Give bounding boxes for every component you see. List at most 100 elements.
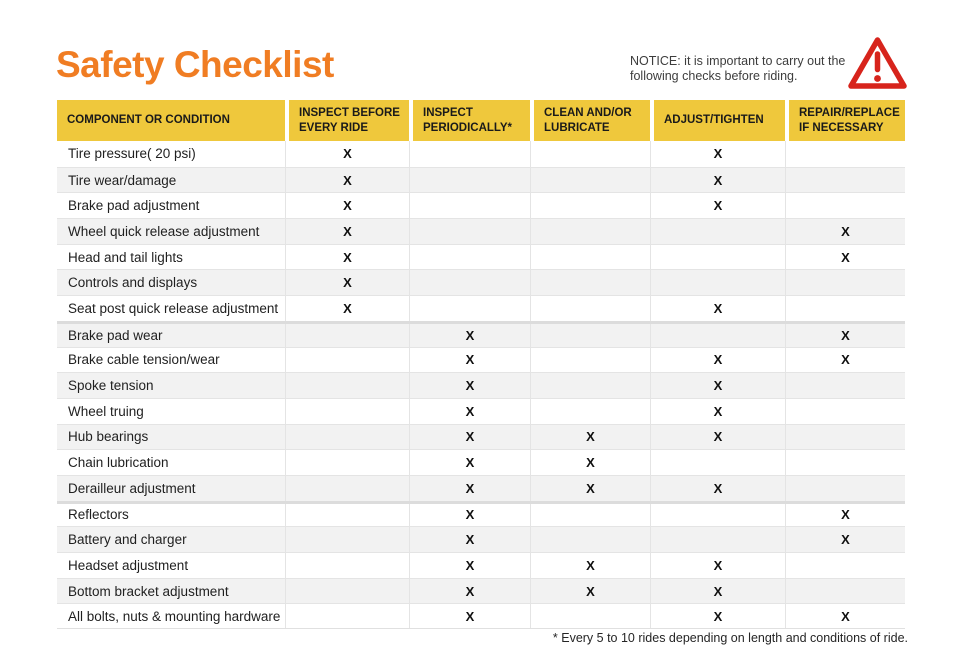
mark-cell-repair-replace [785, 424, 905, 450]
warning-triangle-icon [848, 37, 907, 89]
mark-cell-inspect-before [285, 578, 409, 604]
mark-cell-inspect-before [285, 527, 409, 552]
column-header-1: INSPECT BEFORE EVERY RIDE [285, 100, 409, 141]
mark-cell-inspect-periodically [409, 193, 530, 219]
table-row: Wheel quick release adjustment X X [57, 218, 905, 244]
mark-cell-clean-lubricate [530, 193, 650, 219]
mark-cell-inspect-periodically [409, 167, 530, 193]
table-row: Wheel truing X X [57, 397, 905, 424]
mark-cell-repair-replace [785, 141, 905, 167]
mark-cell-repair-replace: X [785, 347, 905, 373]
mark-cell-inspect-periodically: X [409, 578, 530, 604]
mark-cell-clean-lubricate: X [530, 475, 650, 501]
column-header-3: CLEAN AND/OR LUBRICATE [530, 100, 650, 141]
mark-cell-adjust-tighten: X [650, 167, 785, 193]
mark-cell-inspect-periodically: X [409, 373, 530, 398]
mark-cell-inspect-before [285, 450, 409, 475]
mark-cell-adjust-tighten: X [650, 347, 785, 373]
mark-cell-clean-lubricate [530, 347, 650, 373]
mark-cell-inspect-periodically: X [409, 323, 530, 347]
mark-cell-adjust-tighten: X [650, 604, 785, 629]
mark-cell-adjust-tighten [650, 450, 785, 475]
table-row: Brake pad adjustment X X [57, 192, 905, 219]
mark-cell-clean-lubricate [530, 244, 650, 270]
mark-cell-inspect-before [285, 347, 409, 373]
mark-cell-repair-replace [785, 373, 905, 398]
mark-cell-clean-lubricate [530, 604, 650, 629]
mark-cell-repair-replace [785, 475, 905, 501]
component-cell: Brake pad adjustment [68, 198, 200, 214]
component-cell: Tire pressure( 20 psi) [68, 146, 196, 162]
component-cell: Wheel quick release adjustment [68, 223, 260, 239]
mark-cell-repair-replace: X [785, 244, 905, 270]
mark-cell-adjust-tighten [650, 219, 785, 244]
component-cell: Hub bearings [68, 429, 149, 445]
mark-cell-adjust-tighten: X [650, 475, 785, 501]
mark-cell-repair-replace [785, 193, 905, 219]
mark-cell-inspect-before [285, 424, 409, 450]
mark-cell-adjust-tighten: X [650, 296, 785, 321]
column-header-4: ADJUST/TIGHTEN [650, 100, 785, 141]
table-header-row: COMPONENT OR CONDITION INSPECT BEFORE EVE… [57, 100, 905, 141]
mark-cell-clean-lubricate [530, 398, 650, 424]
table-row: Battery and charger X X [57, 526, 905, 552]
mark-cell-clean-lubricate [530, 141, 650, 167]
mark-cell-inspect-periodically [409, 270, 530, 296]
mark-cell-clean-lubricate [530, 296, 650, 321]
notice-text: NOTICE: it is important to carry out the… [630, 54, 845, 83]
table-row: Chain lubrication X X [57, 449, 905, 475]
mark-cell-adjust-tighten [650, 323, 785, 347]
mark-cell-inspect-before [285, 553, 409, 578]
component-cell: Wheel truing [68, 403, 144, 419]
component-cell: Brake cable tension/wear [68, 352, 220, 368]
mark-cell-inspect-periodically: X [409, 347, 530, 373]
mark-cell-repair-replace [785, 167, 905, 193]
mark-cell-inspect-periodically [409, 244, 530, 270]
column-header-0: COMPONENT OR CONDITION [57, 100, 285, 141]
table-row: Spoke tension X X [57, 372, 905, 398]
mark-cell-repair-replace [785, 450, 905, 475]
mark-cell-repair-replace: X [785, 503, 905, 527]
mark-cell-inspect-periodically: X [409, 503, 530, 527]
mark-cell-repair-replace [785, 296, 905, 321]
mark-cell-repair-replace [785, 553, 905, 578]
mark-cell-adjust-tighten [650, 270, 785, 296]
column-header-5: REPAIR/REPLACE IF NECESSARY [785, 100, 905, 141]
mark-cell-inspect-periodically: X [409, 475, 530, 501]
mark-cell-adjust-tighten [650, 503, 785, 527]
component-cell: All bolts, nuts & mounting hardware [68, 608, 281, 624]
mark-cell-clean-lubricate [530, 323, 650, 347]
mark-cell-inspect-before: X [285, 219, 409, 244]
mark-cell-inspect-before [285, 398, 409, 424]
table-row: Derailleur adjustment X X X [57, 474, 905, 501]
mark-cell-inspect-before: X [285, 193, 409, 219]
table-row: Seat post quick release adjustment X X [57, 295, 905, 321]
table-row: Brake cable tension/wear X X X [57, 346, 905, 373]
component-cell: Headset adjustment [68, 557, 189, 573]
mark-cell-repair-replace [785, 578, 905, 604]
mark-cell-inspect-periodically [409, 296, 530, 321]
table-row: Tire pressure( 20 psi) X X [57, 141, 905, 167]
mark-cell-clean-lubricate: X [530, 450, 650, 475]
footnote: * Every 5 to 10 rides depending on lengt… [552, 631, 908, 645]
table-row: Brake pad wear X X [57, 320, 905, 347]
table-row: Tire wear/damage X X [57, 166, 905, 193]
mark-cell-inspect-before [285, 475, 409, 501]
column-header-2: INSPECT PERIODICALLY* [409, 100, 530, 141]
mark-cell-repair-replace: X [785, 219, 905, 244]
component-cell: Chain lubrication [68, 455, 169, 471]
mark-cell-inspect-before [285, 604, 409, 629]
mark-cell-repair-replace [785, 270, 905, 296]
mark-cell-repair-replace: X [785, 323, 905, 347]
mark-cell-inspect-periodically: X [409, 553, 530, 578]
mark-cell-inspect-before [285, 373, 409, 398]
table-row: All bolts, nuts & mounting hardware X X … [57, 603, 905, 630]
mark-cell-clean-lubricate [530, 527, 650, 552]
mark-cell-clean-lubricate: X [530, 424, 650, 450]
mark-cell-inspect-periodically: X [409, 398, 530, 424]
mark-cell-clean-lubricate [530, 373, 650, 398]
mark-cell-adjust-tighten [650, 244, 785, 270]
mark-cell-clean-lubricate [530, 270, 650, 296]
table-row: Head and tail lights X X [57, 243, 905, 270]
